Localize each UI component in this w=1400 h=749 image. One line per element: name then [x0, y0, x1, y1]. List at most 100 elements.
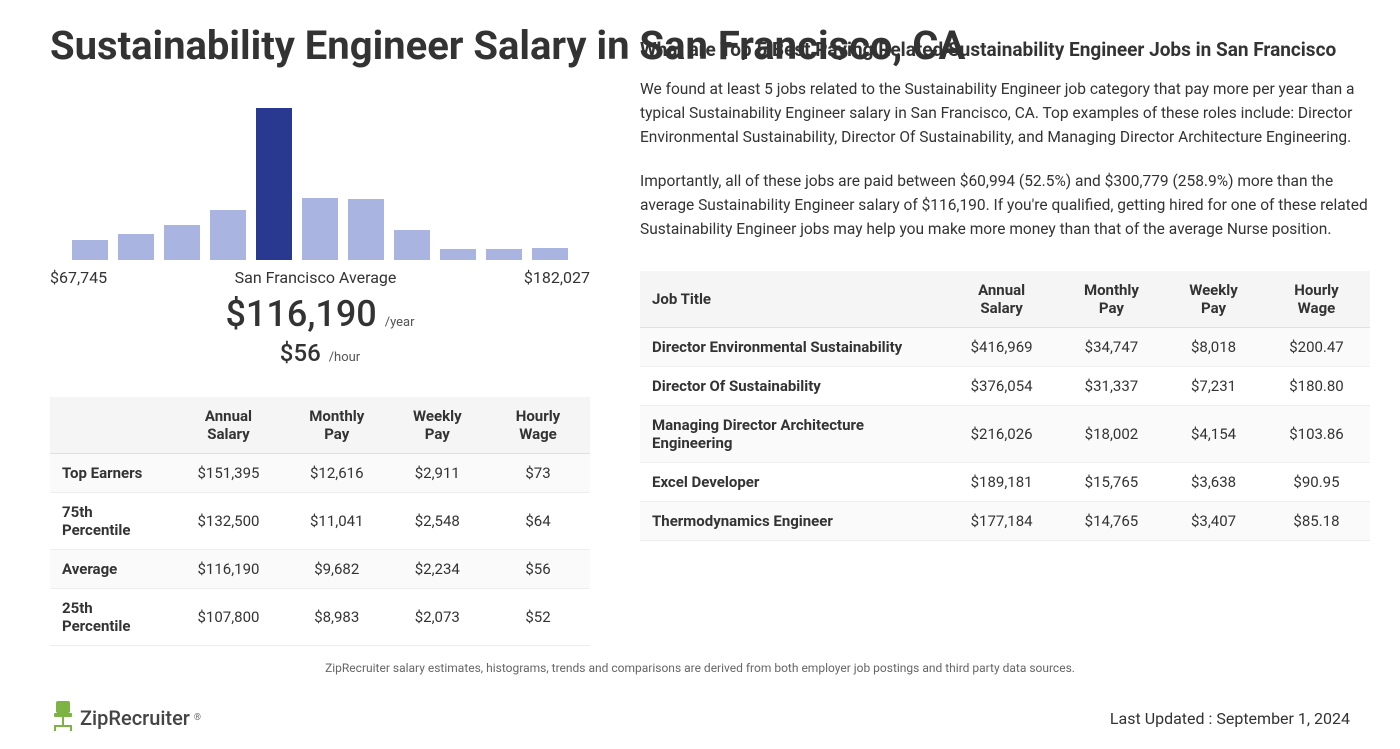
table-cell: $85.18: [1263, 502, 1370, 541]
table-cell: Thermodynamics Engineer: [640, 502, 944, 541]
table-cell: 75th Percentile: [50, 493, 172, 550]
histogram-bar: [440, 249, 476, 260]
table-cell: $2,911: [389, 454, 486, 493]
related-jobs-title: What are Top 5 Best Paying Related Susta…: [640, 38, 1370, 61]
histogram-bar: [532, 248, 568, 260]
histogram-bar: [164, 225, 200, 260]
table-header: Annual Salary: [172, 397, 285, 454]
table-cell: $103.86: [1263, 406, 1370, 463]
table-cell: $31,337: [1059, 367, 1164, 406]
table-cell: $56: [486, 550, 590, 589]
table-cell: $12,616: [285, 454, 389, 493]
histogram-bar: [210, 210, 246, 260]
table-cell: $52: [486, 589, 590, 646]
table-cell: Average: [50, 550, 172, 589]
table-row: Director Of Sustainability$376,054$31,33…: [640, 367, 1370, 406]
table-cell: Director Of Sustainability: [640, 367, 944, 406]
histogram-bar: [486, 249, 522, 260]
registered-icon: ®: [194, 713, 201, 723]
table-cell: $107,800: [172, 589, 285, 646]
annual-salary-display: $116,190 /year: [50, 293, 590, 335]
last-updated: Last Updated : September 1, 2024: [1110, 709, 1350, 728]
table-cell: $151,395: [172, 454, 285, 493]
table-cell: Excel Developer: [640, 463, 944, 502]
table-cell: $7,231: [1164, 367, 1263, 406]
table-header: Annual Salary: [944, 271, 1058, 328]
table-header: Hourly Wage: [1263, 271, 1370, 328]
table-header: Weekly Pay: [1164, 271, 1263, 328]
table-row: Director Environmental Sustainability$41…: [640, 328, 1370, 367]
table-cell: $2,548: [389, 493, 486, 550]
histogram-bar: [256, 108, 292, 260]
table-cell: $132,500: [172, 493, 285, 550]
table-row: 25th Percentile$107,800$8,983$2,073$52: [50, 589, 590, 646]
table-cell: $18,002: [1059, 406, 1164, 463]
table-cell: $73: [486, 454, 590, 493]
chart-axis: $67,745 San Francisco Average $182,027: [50, 268, 590, 287]
salary-histogram: $67,745 San Francisco Average $182,027 $…: [50, 100, 590, 367]
chair-icon: [50, 699, 76, 737]
table-cell: Top Earners: [50, 454, 172, 493]
ziprecruiter-logo: ZipRecruiter ®: [50, 699, 201, 737]
table-cell: $14,765: [1059, 502, 1164, 541]
histogram-bar: [302, 198, 338, 260]
related-jobs-para-1: We found at least 5 jobs related to the …: [640, 77, 1370, 149]
table-cell: $177,184: [944, 502, 1058, 541]
footer-bar: ZipRecruiter ® Last Updated : September …: [50, 699, 1350, 737]
table-row: Thermodynamics Engineer$177,184$14,765$3…: [640, 502, 1370, 541]
table-cell: $180.80: [1263, 367, 1370, 406]
chart-min-label: $67,745: [50, 268, 107, 287]
annual-salary-unit: /year: [385, 315, 415, 330]
related-jobs-para-2: Importantly, all of these jobs are paid …: [640, 169, 1370, 241]
table-cell: $2,073: [389, 589, 486, 646]
table-cell: $8,018: [1164, 328, 1263, 367]
histogram-bar: [72, 240, 108, 260]
table-cell: $376,054: [944, 367, 1058, 406]
table-cell: Managing Director Architecture Engineeri…: [640, 406, 944, 463]
chart-center-label: San Francisco Average: [235, 268, 397, 287]
table-cell: $15,765: [1059, 463, 1164, 502]
histogram-bar: [348, 199, 384, 260]
table-cell: $3,407: [1164, 502, 1263, 541]
table-row: Excel Developer$189,181$15,765$3,638$90.…: [640, 463, 1370, 502]
chart-max-label: $182,027: [524, 268, 590, 287]
hourly-salary-value: $56: [280, 339, 321, 367]
annual-salary-value: $116,190: [225, 293, 376, 335]
histogram-bar: [118, 234, 154, 260]
percentile-table: Annual SalaryMonthly PayWeekly PayHourly…: [50, 397, 590, 646]
table-cell: $116,190: [172, 550, 285, 589]
hourly-salary-display: $56 /hour: [50, 339, 590, 367]
table-cell: $8,983: [285, 589, 389, 646]
table-header: Monthly Pay: [285, 397, 389, 454]
table-header: Monthly Pay: [1059, 271, 1164, 328]
table-row: Top Earners$151,395$12,616$2,911$73: [50, 454, 590, 493]
table-cell: $2,234: [389, 550, 486, 589]
table-cell: $200.47: [1263, 328, 1370, 367]
table-cell: $189,181: [944, 463, 1058, 502]
table-cell: Director Environmental Sustainability: [640, 328, 944, 367]
footer-note: ZipRecruiter salary estimates, histogram…: [0, 661, 1400, 675]
histogram-bar: [394, 230, 430, 260]
table-header: [50, 397, 172, 454]
table-cell: 25th Percentile: [50, 589, 172, 646]
table-cell: $4,154: [1164, 406, 1263, 463]
table-header: Job Title: [640, 271, 944, 328]
left-column: $67,745 San Francisco Average $182,027 $…: [50, 100, 590, 646]
table-row: Managing Director Architecture Engineeri…: [640, 406, 1370, 463]
table-header: Weekly Pay: [389, 397, 486, 454]
related-jobs-table: Job TitleAnnual SalaryMonthly PayWeekly …: [640, 271, 1370, 541]
table-cell: $9,682: [285, 550, 389, 589]
table-cell: $34,747: [1059, 328, 1164, 367]
table-cell: $416,969: [944, 328, 1058, 367]
hourly-salary-unit: /hour: [329, 350, 361, 365]
right-column: What are Top 5 Best Paying Related Susta…: [640, 38, 1370, 541]
table-cell: $90.95: [1263, 463, 1370, 502]
table-header: Hourly Wage: [486, 397, 590, 454]
table-row: 75th Percentile$132,500$11,041$2,548$64: [50, 493, 590, 550]
table-row: Average$116,190$9,682$2,234$56: [50, 550, 590, 589]
table-cell: $64: [486, 493, 590, 550]
table-cell: $11,041: [285, 493, 389, 550]
table-cell: $3,638: [1164, 463, 1263, 502]
table-cell: $216,026: [944, 406, 1058, 463]
logo-text: ZipRecruiter: [80, 706, 190, 730]
